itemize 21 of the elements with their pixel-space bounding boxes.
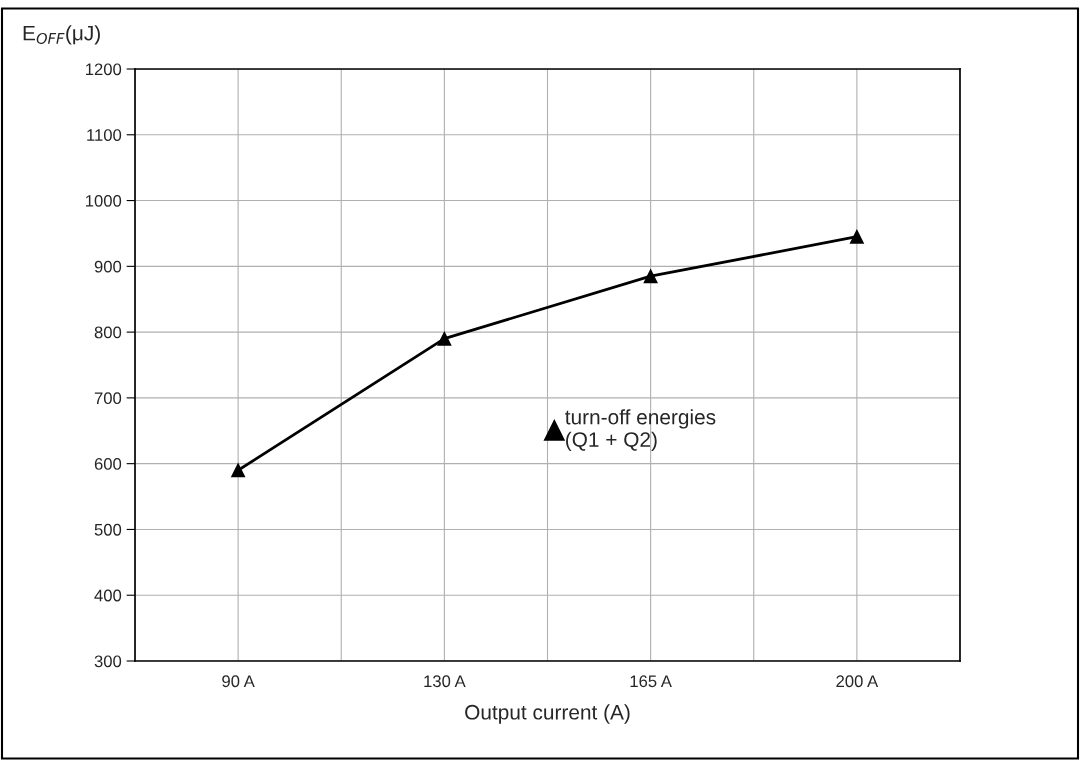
legend-label: turn-off energies (Q1 + Q2) — [565, 409, 716, 452]
y-tick-label: 900 — [94, 260, 122, 273]
x-axis-title: Output current (A) — [465, 704, 630, 724]
point — [231, 463, 246, 478]
x-tick-label: 200 A — [836, 675, 879, 688]
point — [643, 269, 658, 284]
x-tick-label: 90 A — [222, 675, 255, 688]
y-tick-label: 400 — [94, 589, 122, 602]
y-tick-label: 1100 — [87, 129, 122, 141]
y-axis-title: E$_{OFF}$(μJ) — [23, 25, 100, 45]
y-tick-label: 1000 — [86, 194, 122, 207]
point — [849, 229, 864, 244]
point — [437, 331, 452, 346]
y-tick-label: 500 — [94, 523, 122, 536]
y-tick-label: 300 — [94, 655, 122, 668]
x-tick-label: 165 A — [630, 675, 672, 688]
x-tick-label: 130 A — [424, 675, 466, 688]
y-tick-label: 800 — [94, 326, 122, 339]
y-tick-label: 600 — [94, 458, 122, 470]
y-tick-label: 700 — [94, 392, 122, 405]
y-tick-label: 1200 — [86, 63, 122, 76]
